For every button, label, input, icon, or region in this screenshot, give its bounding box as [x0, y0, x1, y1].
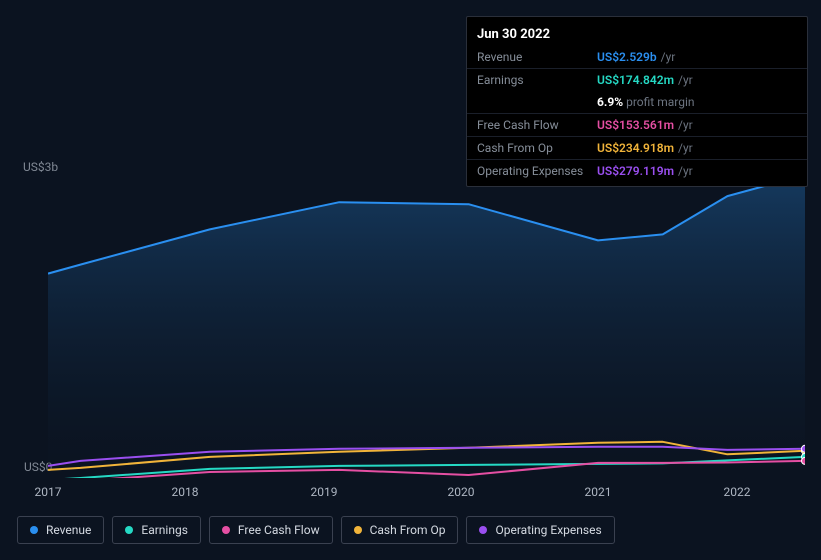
tooltip-label: Earnings: [477, 73, 597, 87]
tooltip-value: US$153.561m: [597, 118, 674, 132]
tooltip-label: Free Cash Flow: [477, 118, 597, 132]
x-tick-2019: 2019: [311, 485, 338, 499]
legend-label: Earnings: [141, 523, 188, 537]
tooltip-row-cash-from-op: Cash From OpUS$234.918m/yr: [467, 136, 807, 159]
legend-dot-icon: [222, 526, 230, 534]
tooltip-value: US$174.842m: [597, 73, 674, 87]
x-tick-2017: 2017: [35, 485, 62, 499]
x-tick-2022: 2022: [724, 485, 751, 499]
tooltip-value: US$234.918m: [597, 141, 674, 155]
tooltip-row-operating-expenses: Operating ExpensesUS$279.119m/yr: [467, 159, 807, 182]
x-tick-2021: 2021: [585, 485, 612, 499]
legend-label: Operating Expenses: [495, 523, 601, 537]
legend-item-free-cash-flow[interactable]: Free Cash Flow: [209, 516, 333, 544]
tooltip-suffix: /yr: [661, 50, 676, 64]
legend-item-revenue[interactable]: Revenue: [17, 516, 104, 544]
tooltip-profit-margin: 6.9% profit margin: [467, 91, 807, 113]
chart-legend: Revenue Earnings Free Cash Flow Cash From O…: [17, 516, 615, 544]
tooltip-label: Operating Expenses: [477, 164, 597, 178]
tooltip-row-earnings: EarningsUS$174.842m/yr: [467, 68, 807, 91]
tooltip-row-revenue: RevenueUS$2.529b/yr: [467, 46, 807, 68]
legend-dot-icon: [354, 526, 362, 534]
x-tick-2018: 2018: [172, 485, 199, 499]
legend-label: Cash From Op: [370, 523, 446, 537]
legend-item-earnings[interactable]: Earnings: [112, 516, 201, 544]
series-area-revenue: [48, 176, 805, 478]
tooltip-row-free-cash-flow: Free Cash FlowUS$153.561m/yr: [467, 113, 807, 136]
tooltip-suffix: /yr: [678, 118, 693, 132]
legend-item-cash-from-op[interactable]: Cash From Op: [341, 516, 459, 544]
series-end-marker-free_cash_flow: [802, 457, 806, 464]
tooltip-suffix: /yr: [678, 141, 693, 155]
legend-dot-icon: [125, 526, 133, 534]
tooltip-suffix: /yr: [678, 73, 693, 87]
tooltip-value: US$2.529b: [597, 50, 657, 64]
tooltip-date: Jun 30 2022: [467, 21, 807, 46]
tooltip-suffix: /yr: [678, 164, 693, 178]
chart-tooltip: Jun 30 2022 RevenueUS$2.529b/yrEarningsU…: [466, 16, 808, 187]
legend-label: Free Cash Flow: [238, 523, 320, 537]
x-tick-2020: 2020: [448, 485, 475, 499]
tooltip-label: Revenue: [477, 50, 597, 64]
chart-plot: [48, 176, 805, 478]
legend-dot-icon: [479, 526, 487, 534]
tooltip-value: US$279.119m: [597, 164, 674, 178]
series-end-marker-operating_expenses: [802, 445, 806, 452]
tooltip-label: Cash From Op: [477, 141, 597, 155]
y-tick-top: US$3b: [23, 160, 58, 174]
legend-dot-icon: [30, 526, 38, 534]
legend-label: Revenue: [46, 523, 91, 537]
legend-item-operating-expenses[interactable]: Operating Expenses: [466, 516, 614, 544]
